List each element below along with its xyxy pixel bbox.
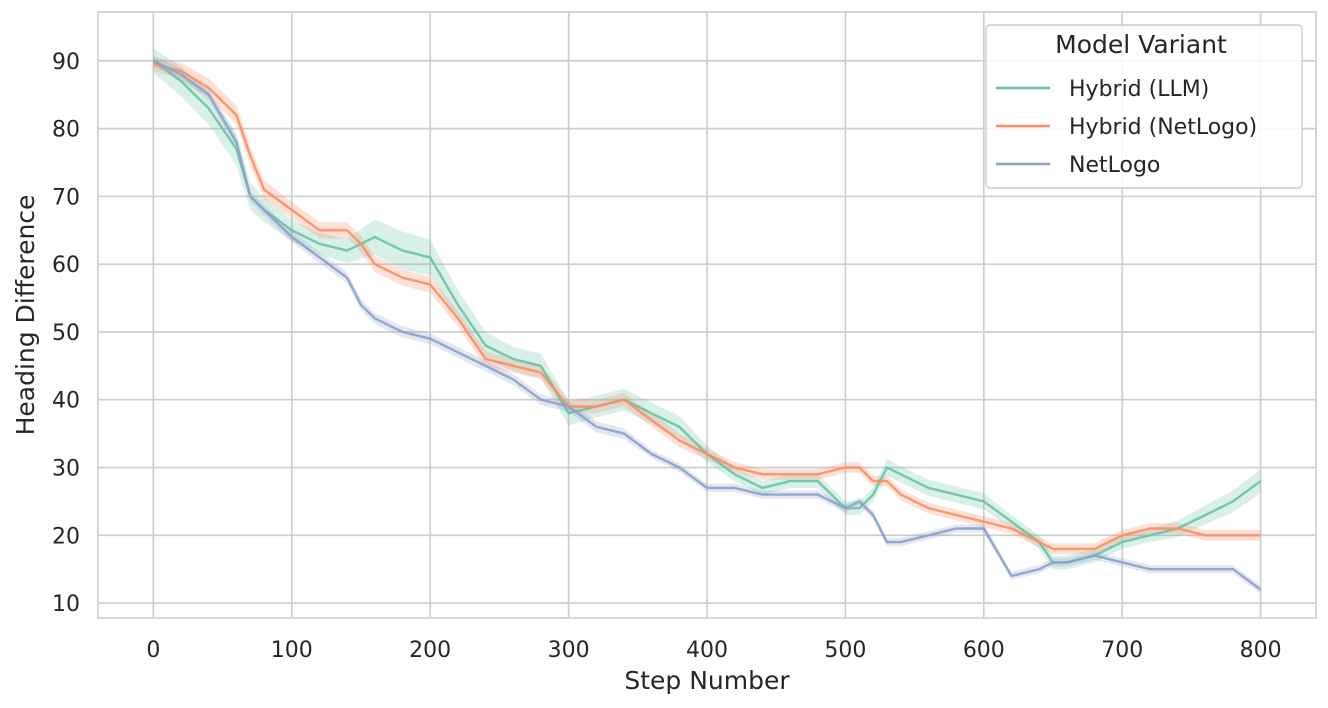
- y-tick-label: 80: [52, 118, 80, 143]
- legend-label-hybrid-netlogo: Hybrid (NetLogo): [1069, 115, 1257, 140]
- y-tick-label: 60: [52, 253, 80, 278]
- legend-box: [985, 24, 1303, 189]
- y-tick-label: 30: [52, 457, 80, 482]
- x-axis-title: Step Number: [624, 666, 790, 695]
- y-tick-label: 40: [52, 389, 80, 414]
- x-tick-label: 400: [686, 638, 728, 663]
- plot-frame: [97, 11, 1317, 619]
- x-tick-label: 700: [1101, 638, 1143, 663]
- y-tick-label: 70: [52, 185, 80, 210]
- x-tick-labels: 0 100 200 300 400 500 600 700 800: [146, 638, 1281, 663]
- legend: Model Variant Hybrid (LLM) Hybrid (NetLo…: [985, 24, 1303, 189]
- line-hybrid-netlogo: [153, 63, 1261, 551]
- y-tick-label: 20: [52, 524, 80, 549]
- x-tick-label: 600: [963, 638, 1005, 663]
- legend-title: Model Variant: [1055, 30, 1227, 59]
- band-netlogo: [153, 55, 1261, 594]
- x-tick-label: 0: [146, 638, 160, 663]
- x-tick-label: 100: [271, 638, 313, 663]
- y-tick-label: 10: [52, 592, 80, 617]
- line-netlogo: [152, 59, 1262, 591]
- x-tick-label: 300: [548, 638, 590, 663]
- legend-label-netlogo: NetLogo: [1069, 153, 1160, 178]
- x-tick-label: 500: [824, 638, 866, 663]
- y-tick-label: 90: [52, 50, 80, 75]
- series-lines: [152, 59, 1262, 591]
- x-tick-label: 800: [1240, 638, 1282, 663]
- x-tick-label: 200: [409, 638, 451, 663]
- legend-label-hybrid-llm: Hybrid (LLM): [1069, 77, 1209, 102]
- y-tick-labels: 10 20 30 40 50 60 70 80 90: [52, 50, 80, 617]
- y-tick-label: 50: [52, 321, 80, 346]
- y-axis-title: Heading Difference: [11, 195, 40, 436]
